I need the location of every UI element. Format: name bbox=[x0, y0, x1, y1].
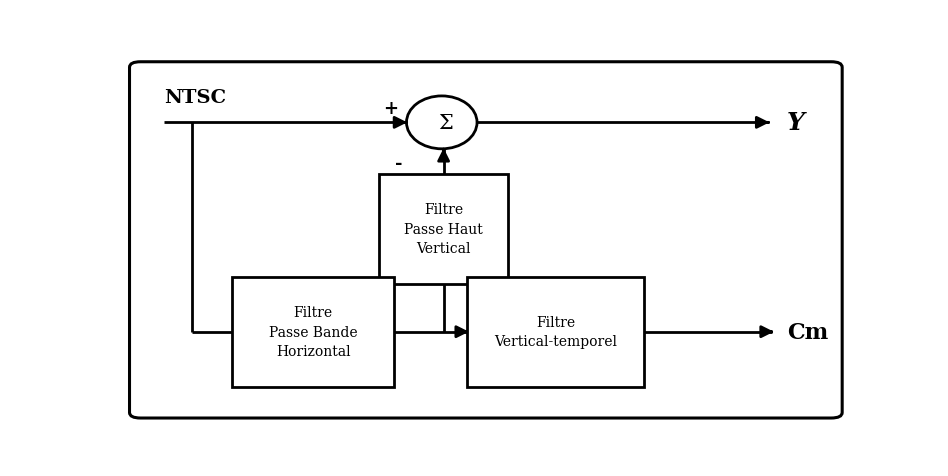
Text: Σ: Σ bbox=[438, 114, 453, 133]
Bar bbox=[467, 277, 644, 387]
Text: +: + bbox=[383, 99, 398, 118]
Text: -: - bbox=[395, 155, 403, 173]
Bar bbox=[379, 174, 508, 284]
Text: Filtre
Vertical-temporel: Filtre Vertical-temporel bbox=[494, 315, 617, 349]
Text: Filtre
Passe Bande
Horizontal: Filtre Passe Bande Horizontal bbox=[269, 306, 357, 358]
Text: NTSC: NTSC bbox=[164, 89, 227, 107]
FancyBboxPatch shape bbox=[130, 63, 842, 418]
Text: Filtre
Passe Haut
Vertical: Filtre Passe Haut Vertical bbox=[404, 203, 483, 256]
Text: Cm: Cm bbox=[787, 321, 829, 343]
Bar bbox=[232, 277, 394, 387]
Text: Y: Y bbox=[787, 111, 805, 135]
